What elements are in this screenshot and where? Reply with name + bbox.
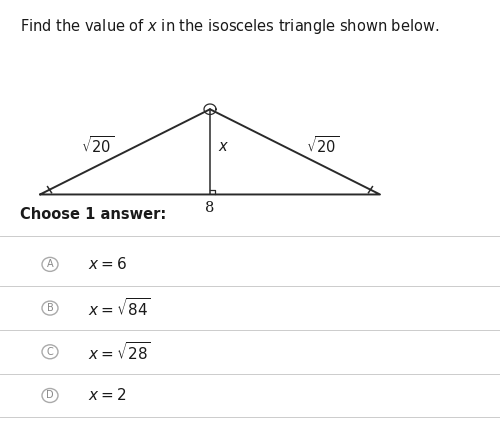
Text: 8: 8 bbox=[206, 201, 214, 215]
Text: C: C bbox=[46, 347, 54, 357]
Text: $\sqrt{20}$: $\sqrt{20}$ bbox=[306, 135, 339, 156]
Text: $\sqrt{20}$: $\sqrt{20}$ bbox=[81, 135, 114, 156]
Text: D: D bbox=[46, 391, 54, 400]
Text: A: A bbox=[46, 260, 54, 269]
Text: $x = 2$: $x = 2$ bbox=[88, 388, 126, 403]
Text: $x = 6$: $x = 6$ bbox=[88, 257, 126, 272]
Text: $x = \sqrt{28}$: $x = \sqrt{28}$ bbox=[88, 341, 150, 363]
Text: $x = \sqrt{84}$: $x = \sqrt{84}$ bbox=[88, 297, 150, 319]
Text: Choose 1 answer:: Choose 1 answer: bbox=[20, 207, 166, 222]
Text: B: B bbox=[46, 303, 54, 313]
Text: Find the value of $x$ in the isosceles triangle shown below.: Find the value of $x$ in the isosceles t… bbox=[20, 17, 440, 36]
Text: $x$: $x$ bbox=[218, 140, 230, 155]
